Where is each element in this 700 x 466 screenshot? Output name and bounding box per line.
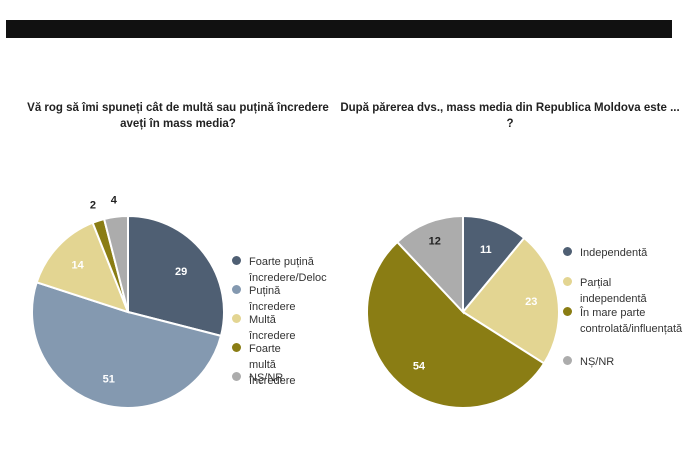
legend-label: Foarte puțină încredere/Deloc <box>249 256 327 284</box>
legend-item: NȘ/NR <box>563 354 614 370</box>
pie-slice <box>102 214 129 313</box>
legend-item: Puțină încredere <box>232 283 295 315</box>
legend-label: Parțial independentă <box>580 277 647 305</box>
data-label: 11 <box>480 244 492 256</box>
chart-title-independence: După părerea dvs., mass media din Republ… <box>340 102 680 130</box>
legend-swatch <box>563 247 572 256</box>
legend-label: În mare parte controlată/influențată <box>580 307 683 335</box>
legend-swatch <box>563 277 572 286</box>
pie-slice <box>366 240 546 409</box>
legend-swatch <box>232 256 241 265</box>
pie-slice <box>461 236 560 365</box>
top-banner <box>6 20 672 38</box>
data-label: 54 <box>413 360 426 372</box>
chart-title-trust: Vă rog să îmi spuneți cât de multă sau p… <box>27 102 329 130</box>
legend-item: În mare parte controlată/influențată <box>563 305 682 337</box>
legend-item: Multă încredere <box>232 312 295 344</box>
pie-slice <box>462 214 526 315</box>
data-label: 12 <box>429 236 441 248</box>
legend-item: Foarte multă încredere <box>232 341 295 389</box>
pie-slice <box>395 214 464 315</box>
legend-swatch <box>232 372 241 381</box>
legend-item: Parțial independentă <box>563 275 647 307</box>
data-label: 51 <box>103 373 115 385</box>
data-label: 23 <box>525 296 537 308</box>
legend-label: Multă încredere <box>249 314 296 342</box>
legend-item: Foarte puțină încredere/Deloc <box>232 254 327 286</box>
data-label: 2 <box>90 199 96 211</box>
legend-swatch <box>563 356 572 365</box>
legend-swatch <box>232 314 241 323</box>
pie-slice <box>127 214 225 338</box>
legend-label: NȘ/NR <box>249 372 284 384</box>
legend-item: NȘ/NR <box>232 370 283 386</box>
pie-slice <box>35 221 130 314</box>
legend-swatch <box>232 285 241 294</box>
legend-label: Foarte multă încredere <box>249 343 296 387</box>
data-label: 14 <box>71 260 84 272</box>
legend-label: NȘ/NR <box>580 356 615 368</box>
data-label: 4 <box>111 195 118 207</box>
data-label: 29 <box>175 266 187 278</box>
legend-label: Independentă <box>580 247 648 259</box>
legend-item: Independentă <box>563 245 647 261</box>
legend-label: Puțină încredere <box>249 285 296 313</box>
pie-slice <box>31 281 223 409</box>
legend-swatch <box>232 343 241 352</box>
legend-swatch <box>563 307 572 316</box>
